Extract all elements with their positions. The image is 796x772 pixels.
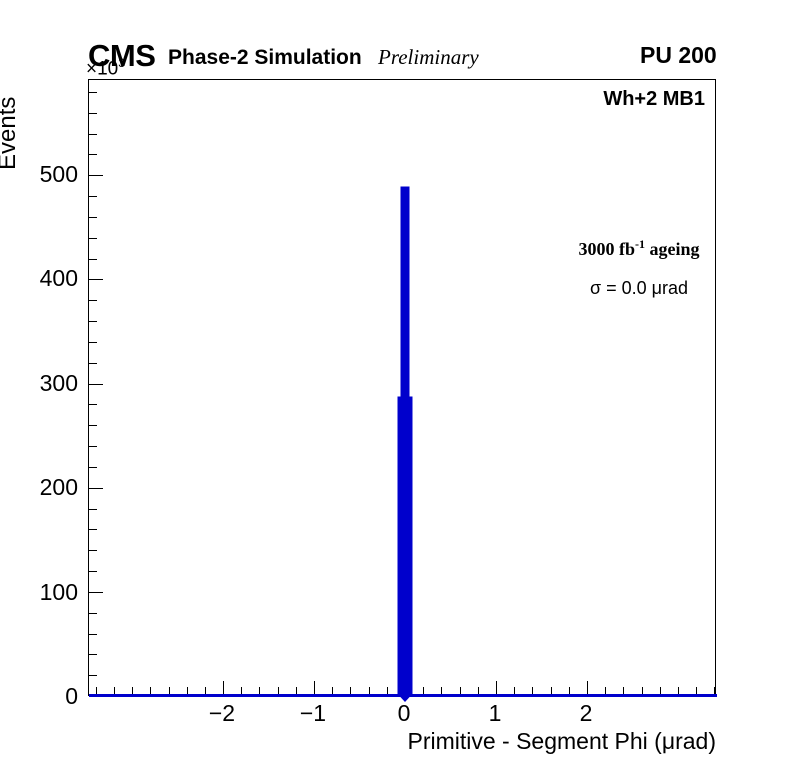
origin-marker (399, 689, 411, 702)
x-tick-label: 1 (488, 700, 502, 726)
y-tick-label: 100 (39, 579, 78, 605)
y-axis-exponent-power: 3 (118, 56, 125, 70)
x-tick-label: 0 (397, 700, 411, 726)
y-tick-label: 300 (39, 370, 78, 396)
y-tick-label: 0 (65, 683, 78, 709)
plot-header: CMS Phase-2 Simulation Preliminary PU 20… (0, 0, 796, 79)
x-axis-title: Primitive - Segment Phi (μrad) (407, 728, 716, 754)
simulation-subtitle: Phase-2 Simulation (168, 46, 362, 69)
ageing-word: ageing (645, 239, 700, 259)
ageing-annotation: 3000 fb-1 ageing (529, 237, 749, 260)
y-axis-exponent: ×103 (86, 57, 125, 78)
ageing-exponent: -1 (635, 237, 645, 251)
x-tick-label: −2 (208, 700, 236, 726)
histogram-shoulder-bin (399, 398, 411, 696)
preliminary-label: Preliminary (378, 45, 479, 69)
y-tick-label: 400 (39, 265, 78, 291)
sigma-annotation: σ = 0.0 μrad (589, 278, 689, 298)
x-tick-label: −1 (299, 700, 327, 726)
y-axis-exponent-base: ×10 (86, 58, 119, 80)
region-label: Wh+2 MB1 (603, 88, 705, 110)
y-tick-label: 500 (39, 161, 78, 187)
histogram-series (89, 186, 717, 702)
cms-logo: CMS (88, 38, 156, 73)
y-tick-label: 200 (39, 474, 78, 500)
plot-frame: Wh+2 MB1 3000 fb-1 ageing σ = 0.0 μrad (88, 79, 717, 702)
y-axis-title: Events (0, 96, 21, 170)
x-tick-label: 2 (579, 700, 593, 726)
pileup-label: PU 200 (640, 42, 717, 68)
ageing-value: 3000 fb (578, 239, 635, 259)
